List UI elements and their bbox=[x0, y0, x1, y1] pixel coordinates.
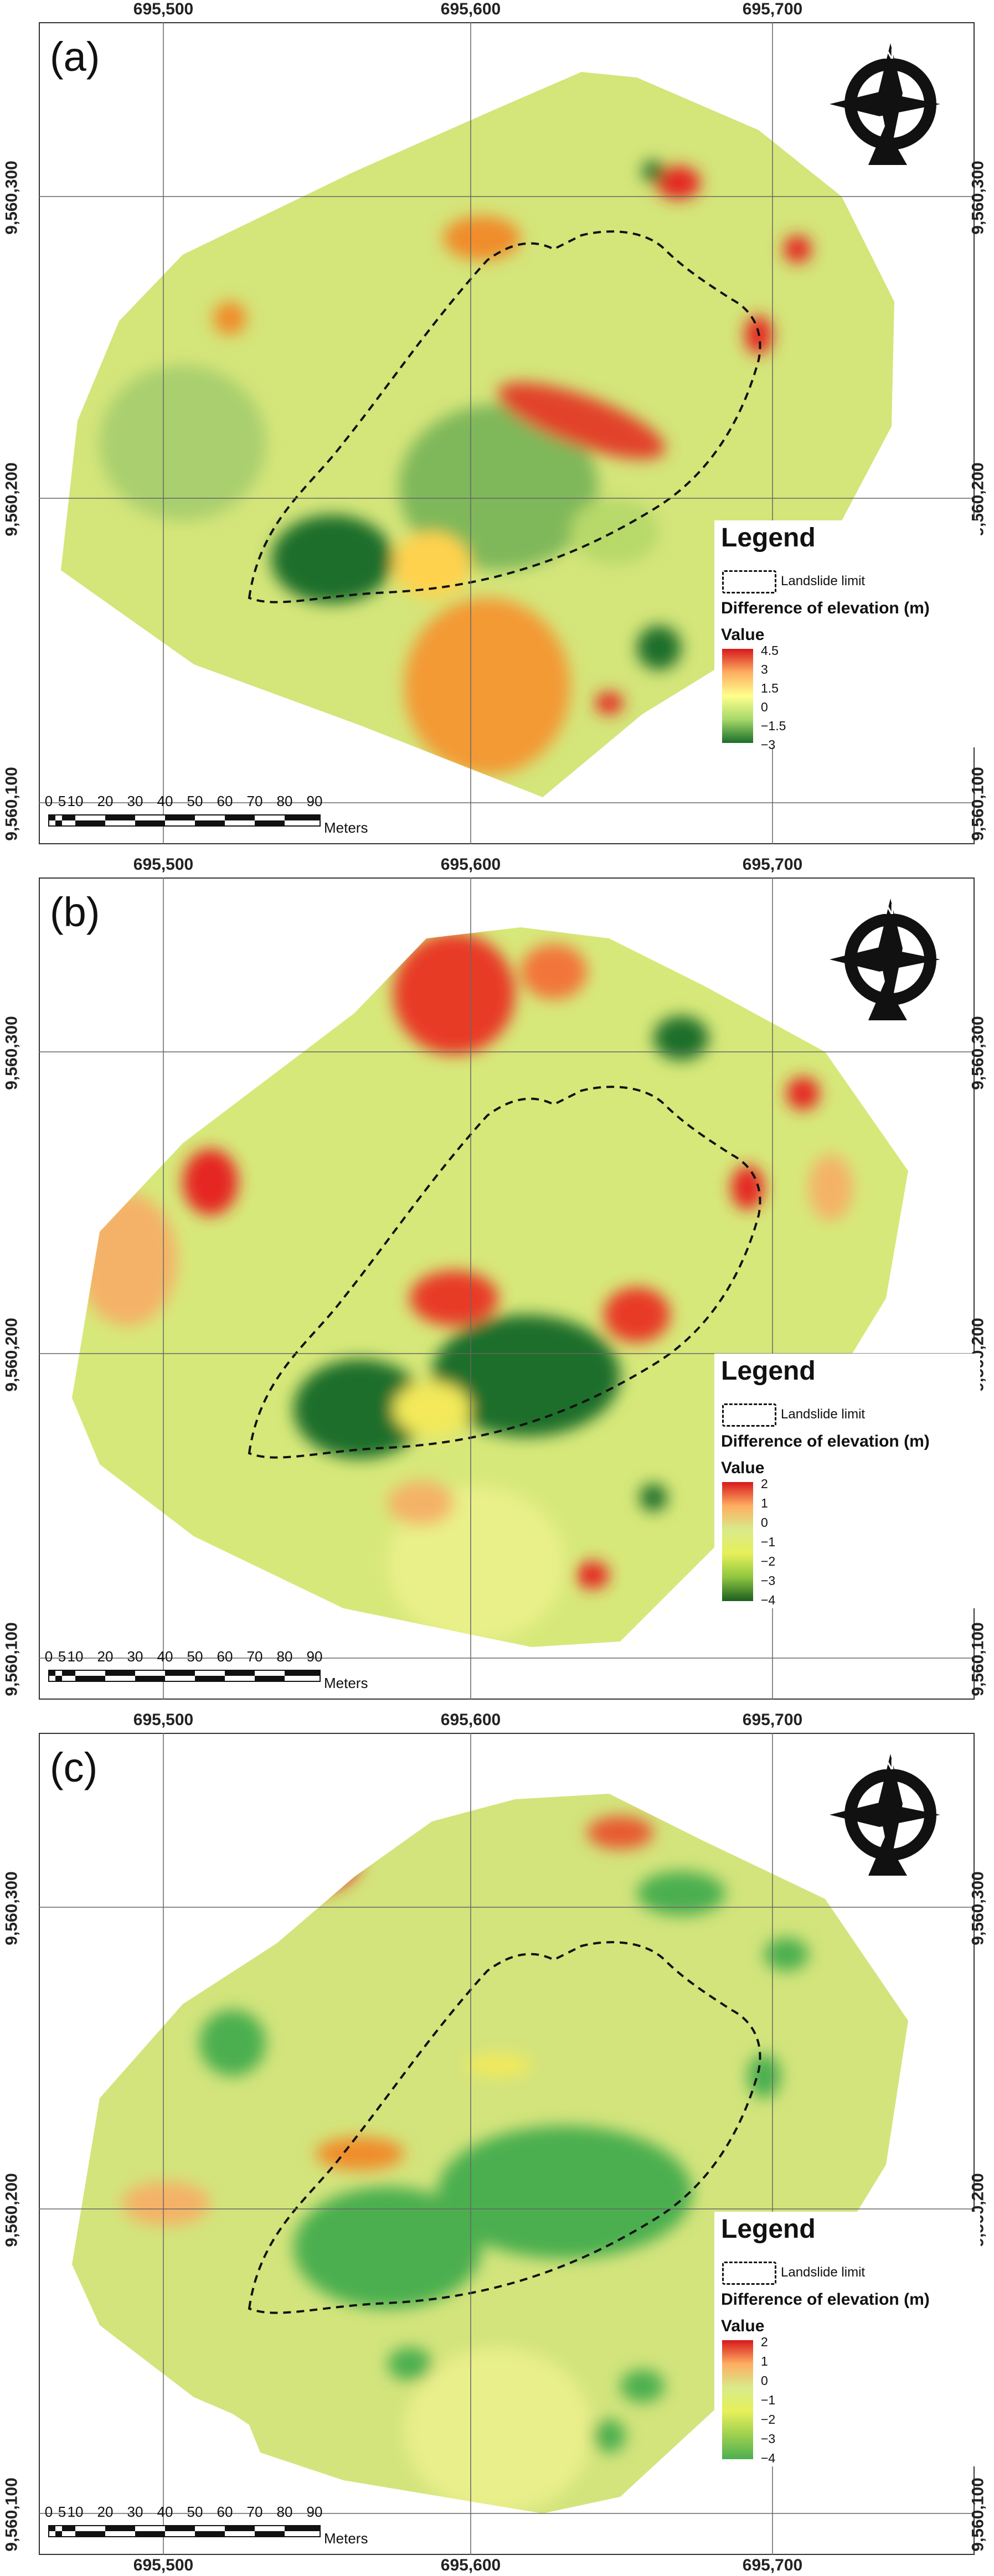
ramp-tick: −1.5 bbox=[761, 719, 786, 733]
scale-bar bbox=[48, 2525, 321, 2537]
ramp-tick: −2 bbox=[761, 1554, 776, 1568]
x-tick-label: 695,500 bbox=[133, 2556, 194, 2574]
landslide-limit-symbol bbox=[722, 570, 776, 593]
x-tick-label: 695,500 bbox=[133, 0, 194, 18]
ramp-tick: 0 bbox=[761, 700, 768, 714]
landslide-limit-symbol bbox=[722, 1403, 776, 1427]
y-tick-label: 9,560,100 bbox=[2, 767, 21, 841]
y-tick-label: 9,560,100 bbox=[969, 1622, 987, 1696]
panel-c: N 695,500 695,600 695,700 695,500 695,60… bbox=[0, 1711, 994, 2576]
ramp-tick: 0 bbox=[761, 1515, 768, 1530]
legend-title: Legend bbox=[721, 1356, 816, 1386]
ramp-tick: 1 bbox=[761, 1496, 768, 1510]
legend-title: Legend bbox=[721, 523, 816, 553]
legend: Legend Landslide limit Difference of ele… bbox=[714, 2212, 980, 2466]
color-ramp bbox=[722, 649, 753, 743]
ramp-tick: −3 bbox=[761, 2432, 776, 2446]
north-arrow-icon: N bbox=[830, 43, 940, 165]
ramp-tick: 3 bbox=[761, 662, 768, 677]
x-tick-label: 695,500 bbox=[133, 1711, 194, 1729]
ramp-tick: 0 bbox=[761, 2373, 768, 2388]
panel-letter: (b) bbox=[50, 889, 100, 935]
landslide-limit-label: Landslide limit bbox=[781, 2265, 866, 2280]
x-tick-label: 695,600 bbox=[440, 0, 501, 18]
landslide-limit bbox=[248, 1941, 761, 2314]
legend-value-label: Value bbox=[721, 1459, 765, 1477]
legend-value-label: Value bbox=[721, 626, 765, 644]
y-tick-label: 9,560,100 bbox=[2, 1622, 21, 1696]
legend: Legend Landslide limit Difference of ele… bbox=[714, 520, 980, 752]
legend-field-label: Difference of elevation (m) bbox=[721, 2290, 930, 2309]
y-tick-label: 9,560,300 bbox=[969, 1871, 987, 1945]
panel-a: N 695,500 695,600 695,700 695,500 9,560,… bbox=[0, 0, 994, 855]
x-tick-label: 695,600 bbox=[440, 855, 501, 874]
ramp-tick: 2 bbox=[761, 1477, 768, 1491]
x-tick-label: 695,600 bbox=[440, 2556, 501, 2574]
x-tick-label: 695,700 bbox=[742, 0, 803, 18]
ramp-tick: −4 bbox=[761, 2451, 776, 2465]
ramp-tick: −1 bbox=[761, 2393, 776, 2407]
scale-unit: Meters bbox=[324, 2530, 368, 2547]
landslide-limit-label: Landslide limit bbox=[781, 1407, 866, 1422]
panel-letter: (c) bbox=[50, 1744, 98, 1790]
color-ramp bbox=[722, 1482, 753, 1601]
landslide-limit-label: Landslide limit bbox=[781, 574, 866, 588]
ramp-tick: −2 bbox=[761, 2412, 776, 2427]
svg-text:N: N bbox=[884, 1756, 894, 1773]
y-tick-label: 9,560,200 bbox=[2, 462, 21, 536]
y-tick-label: 9,560,200 bbox=[2, 1318, 21, 1392]
scale-unit: Meters bbox=[324, 819, 368, 836]
y-tick-label: 9,560,100 bbox=[969, 2477, 987, 2552]
x-tick-label: 695,700 bbox=[742, 2556, 803, 2574]
x-tick-label: 695,600 bbox=[440, 1711, 501, 1729]
y-tick-label: 9,560,100 bbox=[2, 2477, 21, 2552]
y-tick-label: 9,560,300 bbox=[969, 161, 987, 235]
svg-text:N: N bbox=[884, 45, 894, 62]
color-ramp bbox=[722, 2340, 753, 2459]
ramp-tick: 1.5 bbox=[761, 681, 779, 695]
y-tick-label: 9,560,100 bbox=[969, 767, 987, 841]
legend-title: Legend bbox=[721, 2214, 816, 2244]
ramp-tick: 2 bbox=[761, 2335, 768, 2349]
ramp-tick: −3 bbox=[761, 1573, 776, 1588]
scale-bar bbox=[48, 1670, 321, 1682]
y-tick-label: 9,560,300 bbox=[2, 1871, 21, 1945]
x-tick-label: 695,700 bbox=[742, 1711, 803, 1729]
graticule bbox=[39, 1733, 975, 2555]
ramp-tick: −3 bbox=[761, 737, 776, 752]
svg-text:N: N bbox=[884, 901, 894, 917]
legend-field-label: Difference of elevation (m) bbox=[721, 599, 930, 617]
ramp-tick: −1 bbox=[761, 1535, 776, 1549]
north-arrow-icon: N bbox=[830, 899, 940, 1020]
ramp-tick: −4 bbox=[761, 1593, 776, 1607]
landslide-limit bbox=[248, 1086, 761, 1459]
panel-letter: (a) bbox=[50, 34, 100, 80]
panel-b: N 695,500 695,600 695,700 9,560,300 9,56… bbox=[0, 855, 994, 1711]
landslide-limit bbox=[248, 230, 761, 603]
legend-value-label: Value bbox=[721, 2317, 765, 2335]
legend: Legend Landslide limit Difference of ele… bbox=[714, 1354, 980, 1608]
ramp-tick: 4.5 bbox=[761, 643, 779, 658]
scale-bar bbox=[48, 814, 321, 827]
y-tick-label: 9,560,300 bbox=[2, 161, 21, 235]
x-tick-label: 695,500 bbox=[133, 855, 194, 874]
scale-unit: Meters bbox=[324, 1675, 368, 1691]
y-tick-label: 9,560,300 bbox=[969, 1016, 987, 1090]
north-arrow-icon: N bbox=[830, 1754, 940, 1876]
x-tick-label: 695,700 bbox=[742, 855, 803, 874]
ramp-tick: 1 bbox=[761, 2354, 768, 2368]
landslide-limit-symbol bbox=[722, 2262, 776, 2285]
legend-field-label: Difference of elevation (m) bbox=[721, 1432, 930, 1450]
y-tick-label: 9,560,200 bbox=[2, 2173, 21, 2247]
map-canvas-a: N bbox=[39, 22, 975, 844]
y-tick-label: 9,560,300 bbox=[2, 1016, 21, 1090]
